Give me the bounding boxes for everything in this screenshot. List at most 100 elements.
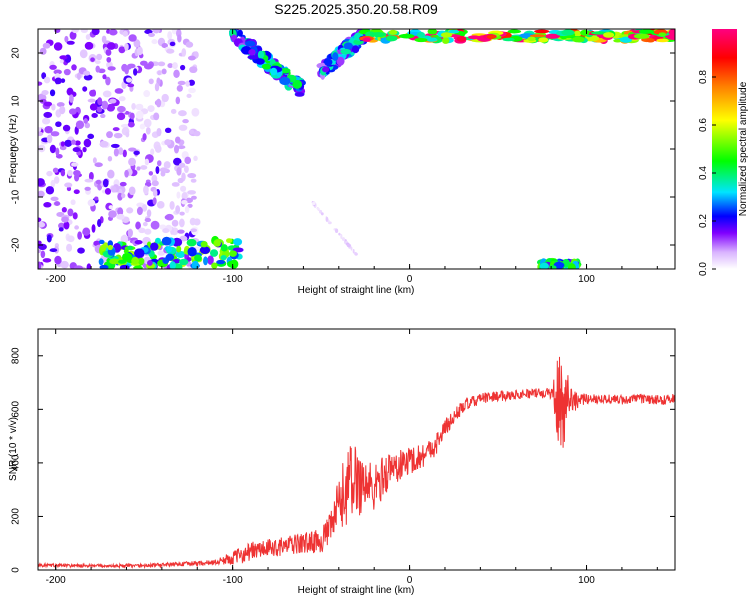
spectrogram-cell [320,212,324,216]
spectrogram-cell [147,260,153,266]
spectrogram-cell [156,98,162,108]
spectrogram-cell [136,166,141,171]
spectrogram-cell [191,107,200,117]
spectrogram-cell [60,78,66,83]
spectrogram-cell [133,265,143,269]
colorbar: 0.0 0.2 0.4 0.6 0.8 Normalized spectral ampl… [698,29,749,276]
spectrogram-cell [136,206,143,216]
spectrogram-cell [181,199,188,205]
spectrogram-cell [160,171,166,177]
spectrogram-cell [159,167,168,173]
spectrogram-cell [84,186,91,191]
spectrogram-cell [61,207,67,213]
spectrogram-cell [538,37,549,43]
spectrogram-cell [46,134,53,144]
spectrogram-cell [666,34,675,40]
spectrogram-cell [74,140,81,146]
spectrogram-cell [200,241,208,248]
snr-y-ticks: 0 200 400 600 800 [11,347,675,573]
spectrogram-cell [72,147,81,153]
snr-panel: -200 -100 0 100 0 200 400 600 800 Height of str… [8,328,676,596]
spectrogram-cell [108,29,118,36]
spectrogram-cell [179,211,185,216]
spectrogram-cell [38,178,45,187]
spectrogram-cell [189,217,196,226]
spectrogram-cell [87,199,96,207]
spectrogram-cell [131,256,140,265]
spectrogram-cell [74,173,80,182]
spectrogram-cell [143,118,152,128]
spectrogram-cell [507,29,522,34]
spectrogram-cell [561,29,575,36]
spectrogram-cell [416,31,426,38]
spectrogram-cell [128,147,137,152]
spectrogram-cell [173,69,180,79]
snr-y-tick-label: 400 [11,454,22,471]
spectrogram-cell [134,240,143,245]
spectrogram-cell [157,70,162,76]
chart-title: S225.2025.350.20.58.R09 [274,1,438,17]
spectrogram-cell [580,29,590,36]
spectrogram-cell [72,212,78,220]
spectrogram-cell [352,248,355,254]
spectrogram-cell [187,190,197,195]
spectrogram-cell [39,47,47,55]
spectrogram-cell [38,131,44,137]
spectrogram-cell [189,129,195,135]
spectrogram-cell [142,133,147,141]
spectrogram-cell [176,245,182,253]
spectrogram-cell [207,255,214,265]
spectrogram-cell [99,140,109,148]
spectrogram-cell [544,33,561,39]
spectrogram-cell [135,103,144,111]
spectrogram-cell [41,72,47,80]
spectrogram-cell [136,46,143,56]
spectrogram-cell [45,186,55,195]
spectrogram-cell [161,68,167,75]
spectrogram-cell [54,29,61,33]
spectrogram-cell [113,148,119,157]
spectrogram-cell [128,34,137,42]
spectrogram-cell [55,121,62,128]
spectrogram-cell [188,87,196,94]
spectrogram-cell [92,157,97,164]
snr-y-tick-label: 0 [11,567,22,573]
spectrogram-cell [255,58,265,65]
spectrogram-cell [53,176,60,184]
spectrogram-cell [76,150,82,156]
spectrogram-cell [127,121,135,128]
spectrogram-cell [176,191,181,199]
spectrogram-cell [173,157,182,166]
spectrogram-cell [350,246,353,251]
spectrogram-cell [166,246,172,253]
snr-y-tick-label: 200 [11,508,22,525]
spectrogram-x-tick-label: -100 [223,274,243,285]
spectrogram-cell [175,96,181,105]
spectrogram-cell [191,260,199,269]
spectrogram-cell [107,156,113,162]
spectrogram-cell [157,160,162,167]
spectrogram-cell [38,190,45,198]
spectrogram-cell [193,51,199,58]
spectrogram-cell [44,125,53,134]
spectrogram-cell [633,33,650,39]
spectrogram-cell [613,39,623,43]
spectrogram-cell [174,136,181,144]
spectrogram-cell [142,221,148,227]
spectrogram-cell [161,43,169,49]
spectrogram-y-label: Frequency (Hz) [8,115,19,184]
spectrogram-cell [486,34,496,39]
spectrogram-cell [343,42,353,50]
spectrogram-cell [150,242,159,251]
spectrogram-cell [167,31,173,40]
spectrogram-cell [177,177,184,184]
spectrogram-cell [351,45,360,54]
spectrogram-cell [164,215,170,220]
spectrogram-cell [186,238,197,247]
spectrogram-cell [186,93,192,98]
spectrogram-cell [189,66,198,74]
spectrogram-cell [152,189,158,197]
spectrogram-cell [362,37,372,42]
spectrogram-cell [64,139,72,147]
spectrogram-cell [49,64,57,70]
